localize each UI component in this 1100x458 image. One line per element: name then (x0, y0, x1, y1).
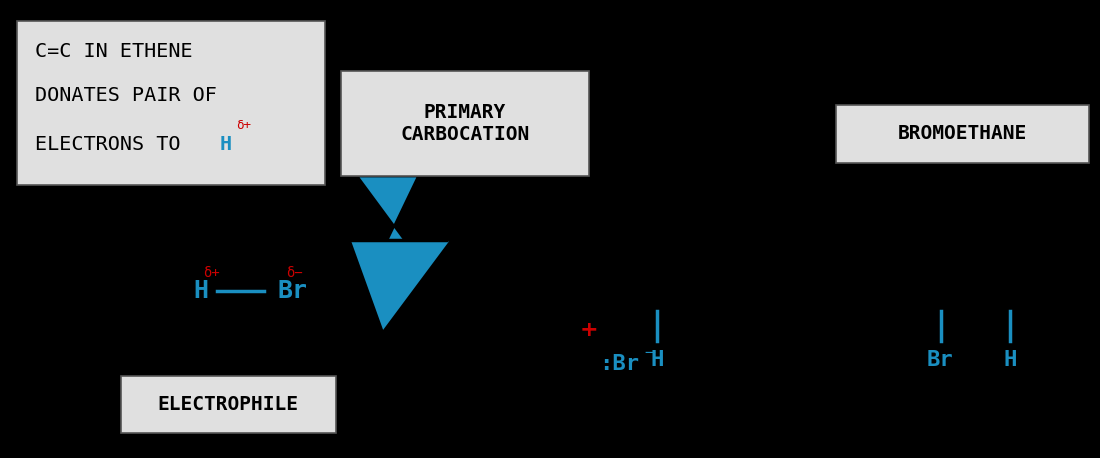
Text: DONATES PAIR OF: DONATES PAIR OF (35, 86, 217, 104)
Text: ELECTROPHILE: ELECTROPHILE (157, 395, 299, 414)
FancyBboxPatch shape (341, 71, 588, 176)
FancyBboxPatch shape (836, 105, 1089, 163)
Text: −: − (644, 345, 657, 360)
Text: C=C IN ETHENE: C=C IN ETHENE (35, 42, 192, 61)
Text: Br: Br (277, 279, 307, 303)
Text: +: + (580, 320, 597, 340)
Text: δ+: δ+ (204, 266, 220, 279)
Text: δ−: δ− (286, 266, 302, 279)
Text: H: H (1003, 350, 1016, 371)
Text: :Br: :Br (600, 354, 639, 374)
Text: Br: Br (927, 350, 954, 371)
Polygon shape (350, 176, 451, 332)
FancyBboxPatch shape (16, 21, 324, 185)
Text: δ+: δ+ (236, 119, 252, 132)
Text: H: H (220, 135, 232, 154)
FancyBboxPatch shape (121, 376, 336, 433)
Text: H: H (194, 279, 209, 303)
Text: BROMOETHANE: BROMOETHANE (898, 125, 1027, 143)
Text: H: H (650, 350, 663, 371)
Text: PRIMARY
CARBOCATION: PRIMARY CARBOCATION (400, 103, 529, 144)
Text: ELECTRONS TO: ELECTRONS TO (35, 135, 192, 154)
